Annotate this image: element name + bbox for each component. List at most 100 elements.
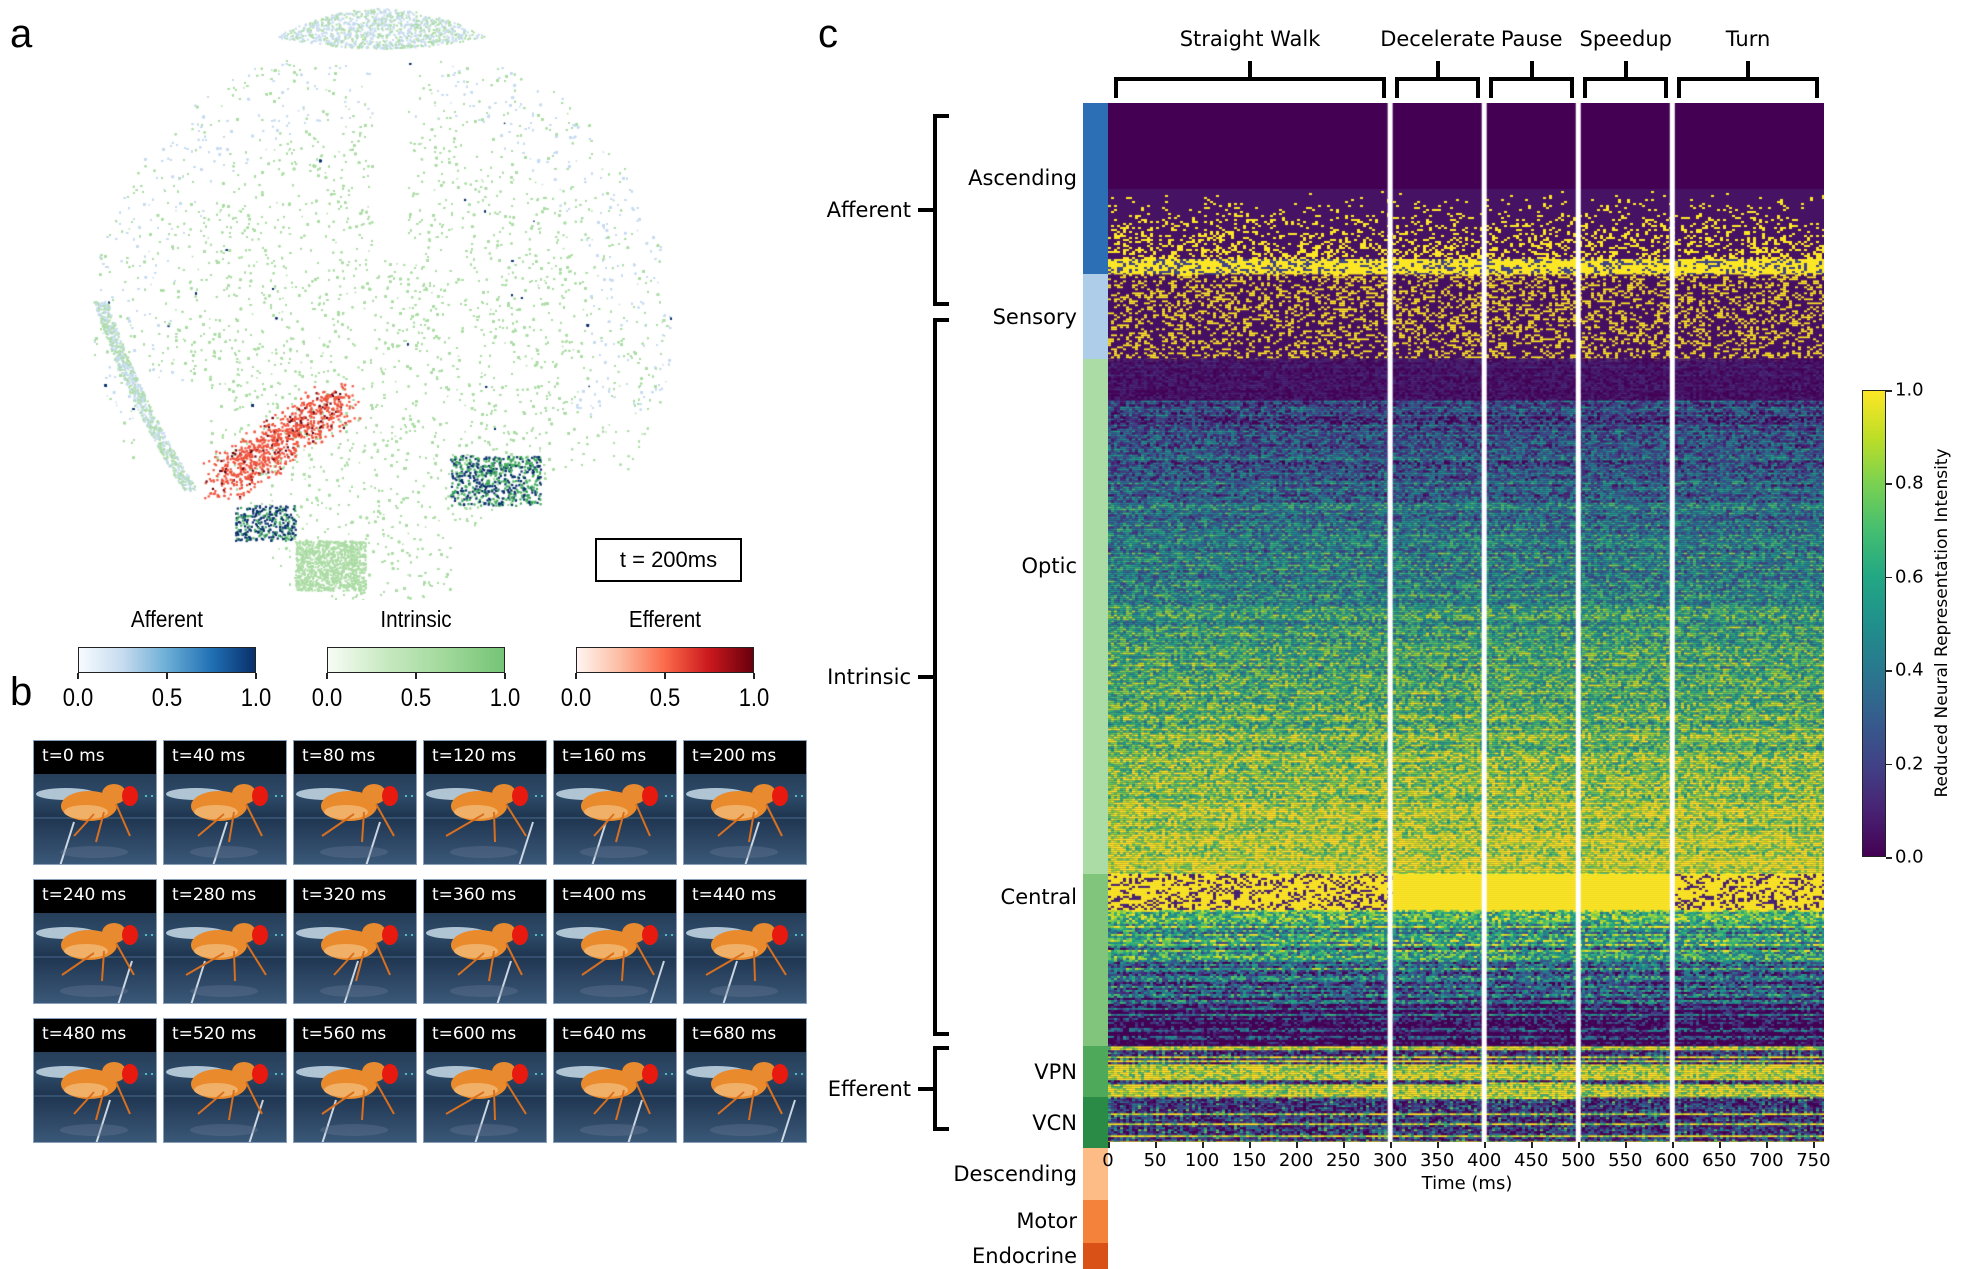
row-label-sensory: Sensory	[992, 304, 1077, 329]
fly-render-icon	[294, 784, 416, 864]
segment-label: Turn	[1725, 27, 1771, 51]
fly-frame: t=640 ms	[553, 1018, 677, 1143]
intensity-colorbar	[1862, 390, 1886, 857]
x-tick	[1296, 1142, 1298, 1148]
category-strip-central	[1083, 873, 1108, 1047]
fly-frame: t=560 ms	[293, 1018, 417, 1143]
colorbar-title-intrinsic: Intrinsic	[380, 606, 452, 632]
x-tick	[1766, 1142, 1768, 1148]
bracket-efferent	[933, 1046, 937, 1131]
x-tick-label: 250	[1325, 1150, 1361, 1171]
colorbar-afferent	[78, 647, 256, 673]
category-strip-vpn	[1083, 1046, 1108, 1098]
row-label-vcn: VCN	[1032, 1110, 1077, 1135]
category-strip-endocrine	[1083, 1242, 1108, 1269]
fly-frame: t=480 ms	[33, 1018, 157, 1143]
colorbar-tick-label: 1.0	[240, 684, 272, 712]
colorbar-tick-label: 0.0	[311, 684, 343, 712]
frame-time-label: t=480 ms	[34, 1019, 156, 1052]
fly-frame: t=80 ms	[293, 740, 417, 865]
colorbar-tick	[753, 673, 755, 679]
group-label-afferent: Afferent	[826, 198, 911, 222]
x-tick	[1343, 1142, 1345, 1148]
fly-frame: t=280 ms	[163, 879, 287, 1004]
x-tick-label: 300	[1372, 1150, 1408, 1171]
time-stamp-box: t = 200ms	[595, 538, 742, 582]
group-label-efferent: Efferent	[827, 1076, 911, 1101]
bracket-tick	[918, 1086, 933, 1091]
x-tick	[1155, 1142, 1157, 1148]
fly-frame: t=240 ms	[33, 879, 157, 1004]
x-tick-label: 750	[1796, 1150, 1831, 1171]
fly-render-icon	[424, 784, 546, 864]
colorbar-tick	[415, 673, 417, 679]
panel-label-c: c	[818, 12, 838, 56]
frame-time-label: t=680 ms	[684, 1019, 806, 1052]
x-tick-label: 0	[1102, 1150, 1114, 1171]
segment-bracket-pause	[1489, 77, 1575, 81]
colorbar-tick	[255, 673, 257, 679]
fly-frame: t=680 ms	[683, 1018, 807, 1143]
x-tick	[1578, 1142, 1580, 1148]
fly-render-icon	[554, 784, 676, 864]
segment-bracket-decelerate	[1395, 77, 1481, 81]
colorbar-tick	[1886, 763, 1892, 766]
frame-time-label: t=120 ms	[424, 741, 546, 774]
frame-time-label: t=320 ms	[294, 880, 416, 913]
segment-bracket-tick	[1623, 61, 1628, 78]
row-label-ascending: Ascending	[968, 166, 1077, 190]
x-tick	[1484, 1142, 1486, 1148]
x-tick	[1202, 1142, 1204, 1148]
colorbar-title-efferent: Efferent	[628, 606, 702, 632]
segment-bracket-speedup	[1583, 77, 1669, 81]
colorbar-label: Reduced Neural Representation Intensity	[1932, 448, 1952, 798]
panel-label-b: b	[10, 670, 33, 714]
bracket-cap	[933, 114, 949, 118]
fly-render-icon	[164, 923, 286, 1003]
x-tick	[1625, 1142, 1627, 1148]
fly-render-icon	[34, 1062, 156, 1142]
x-tick-label: 100	[1184, 1150, 1220, 1171]
colorbar-tick	[575, 673, 577, 679]
panel-label-a: a	[10, 12, 33, 56]
colorbar-tick	[326, 673, 328, 679]
segment-label: Speedup	[1579, 27, 1673, 51]
colorbar-tick-label: 0.5	[151, 684, 183, 712]
x-tick-label: 400	[1467, 1150, 1502, 1171]
x-axis-label: Time (ms)	[1421, 1173, 1513, 1194]
fly-frame: t=160 ms	[553, 740, 677, 865]
row-label-motor: Motor	[1016, 1209, 1077, 1234]
colorbar-tick	[1886, 857, 1892, 859]
bracket-cap	[933, 1032, 949, 1036]
row-label-endocrine: Endocrine	[972, 1243, 1077, 1268]
colorbar-tick-label: 0.0	[62, 684, 94, 712]
category-strip-sensory	[1083, 274, 1108, 360]
fly-frame: t=600 ms	[423, 1018, 547, 1143]
segment-bracket-tick	[1529, 61, 1534, 78]
fly-render-icon	[554, 923, 676, 1003]
category-strip-ascending	[1083, 103, 1108, 275]
neuron-scatter-sphere	[80, 0, 700, 600]
colorbar-tick	[77, 673, 79, 679]
colorbar-intrinsic	[327, 647, 505, 673]
colorbar-tick	[1886, 483, 1892, 485]
bracket-cap	[933, 1127, 949, 1131]
colorbar-tick	[1886, 670, 1892, 672]
segment-bracket-cap	[1114, 77, 1118, 98]
frame-time-label: t=520 ms	[164, 1019, 286, 1052]
x-tick	[1108, 1142, 1110, 1148]
x-tick-label: 350	[1419, 1150, 1455, 1171]
colorbar-tick-label: 1.0	[489, 684, 521, 712]
x-tick-label: 600	[1655, 1150, 1690, 1171]
frame-time-label: t=280 ms	[164, 880, 286, 913]
row-label-vpn: VPN	[1034, 1059, 1077, 1084]
row-label-optic: Optic	[1021, 554, 1077, 578]
x-tick	[1531, 1142, 1533, 1148]
frame-time-label: t=600 ms	[424, 1019, 546, 1052]
fly-render-icon	[684, 923, 806, 1003]
bracket-cap	[933, 302, 949, 306]
bracket-cap	[933, 318, 949, 322]
frame-time-label: t=400 ms	[554, 880, 676, 913]
frame-time-label: t=80 ms	[294, 741, 416, 774]
x-tick-label: 550	[1608, 1150, 1643, 1171]
